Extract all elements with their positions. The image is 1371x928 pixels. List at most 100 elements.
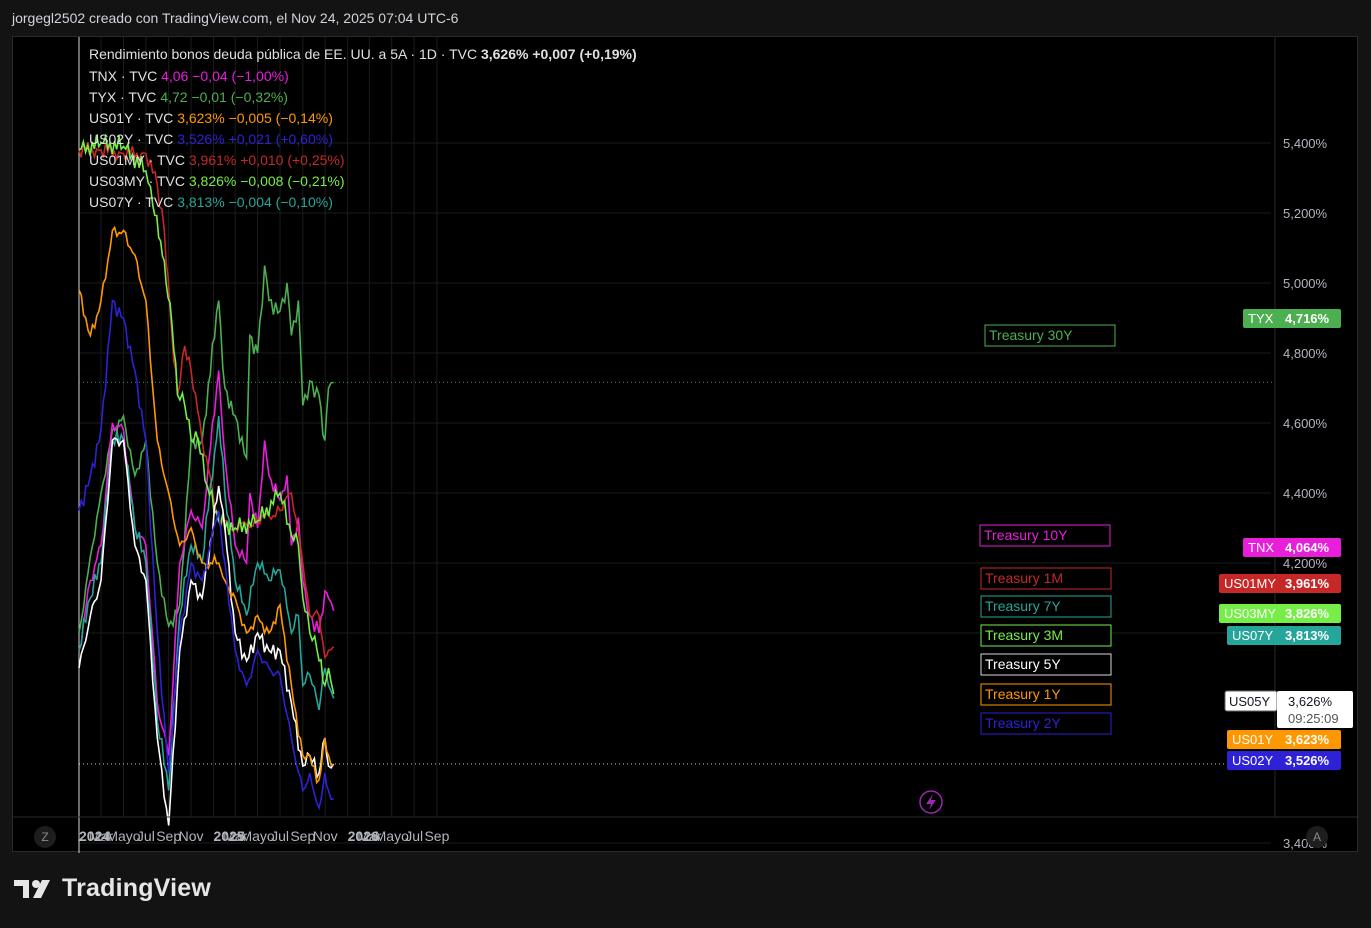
y-tick-label: 5,200% <box>1283 206 1328 221</box>
x-tick-label: Mayo <box>106 828 140 844</box>
legend-value: 3,813% <box>177 194 228 210</box>
svg-text:Rendimiento bonos deuda públic: Rendimiento bonos deuda pública de EE. U… <box>89 46 637 62</box>
legend-row: US02Y · TVC 3,526% +0,021 (+0,60%) <box>89 131 333 147</box>
y-tick-label: 5,000% <box>1283 276 1328 291</box>
x-tick-label: 2024 <box>79 828 110 844</box>
price-tag-symbol: US01Y <box>1232 732 1274 747</box>
series-name-box-us02y: Treasury 2Y <box>980 712 1112 735</box>
series-line-tyx <box>78 265 334 634</box>
lightning-icon[interactable] <box>919 790 943 814</box>
legend-row: US03MY · TVC 3,826% −0,008 (−0,21%) <box>89 173 345 189</box>
x-tick-label: Mayo <box>375 828 409 844</box>
legend-change: +0,021 (+0,60%) <box>229 131 333 147</box>
price-tag-time: 09:25:09 <box>1288 711 1339 726</box>
legend-main-value: 3,626% <box>481 46 532 62</box>
series-line-us07y <box>78 415 335 791</box>
legend-row: US07Y · TVC 3,813% −0,004 (−0,10%) <box>89 194 333 210</box>
price-tag-us05y: US05Y 3,626% 09:25:09 <box>1224 690 1353 728</box>
chart-panel[interactable]: Rendimiento bonos deuda pública de EE. U… <box>12 36 1359 853</box>
price-tag-symbol: US07Y <box>1232 628 1274 643</box>
price-tag-tnx: TNX 4,064% <box>1243 538 1341 557</box>
x-tick-label: Jul <box>271 828 289 844</box>
series-name: Treasury 1Y <box>985 686 1061 702</box>
x-tick-label: Mar <box>89 828 113 844</box>
brand-name: TradingView <box>62 874 212 902</box>
legend-change: −0,01 (−0,32%) <box>191 89 288 105</box>
y-tick-label: 4,800% <box>1283 346 1328 361</box>
legend-main: Rendimiento bonos deuda pública de EE. U… <box>89 46 637 62</box>
brand-logo: TradingView <box>14 874 211 903</box>
price-tag-value: 4,716% <box>1285 311 1330 326</box>
legend-value: 3,526% <box>177 131 228 147</box>
series-name-box-tnx: Treasury 10Y <box>979 524 1111 547</box>
price-tag-value: 3,623% <box>1285 732 1330 747</box>
legend-row: US01MY · TVC 3,961% +0,010 (+0,25%) <box>89 152 345 168</box>
x-tick-label: Mar <box>357 828 381 844</box>
price-tag-us07y: US07Y 3,813% <box>1227 626 1341 645</box>
legend-value: 3,826% <box>189 173 240 189</box>
price-tag-value: 3,526% <box>1285 753 1330 768</box>
legend-change: +0,010 (+0,25%) <box>240 152 344 168</box>
chart-svg[interactable]: Rendimiento bonos deuda pública de EE. U… <box>13 37 1359 853</box>
price-tag-symbol: US05Y <box>1229 694 1271 709</box>
price-tag-value: 3,961% <box>1285 576 1330 591</box>
series-name: Treasury 30Y <box>989 327 1073 343</box>
legend-row: TYX · TVC 4,72 −0,01 (−0,32%) <box>89 89 288 105</box>
series-name: Treasury 10Y <box>984 527 1068 543</box>
legend-main-title: Rendimiento bonos deuda pública de EE. U… <box>89 46 481 62</box>
y-tick-label: 4,200% <box>1283 556 1328 571</box>
price-tag-us03my: US03MY 3,826% <box>1219 604 1341 623</box>
price-tag-us01my: US01MY 3,961% <box>1219 574 1341 593</box>
legend-symbol: TNX · TVC <box>89 68 161 84</box>
legend-change: −0,04 (−1,00%) <box>192 68 289 84</box>
legend-main-change: +0,007 (+0,19%) <box>532 46 636 62</box>
x-tick-label: Jul <box>405 828 423 844</box>
x-tick-label: 2026 <box>348 828 379 844</box>
series-name-box-tyx: Treasury 30Y <box>984 324 1116 347</box>
series-name-box-us03my: Treasury 3M <box>980 624 1112 647</box>
series-line-us01y <box>78 225 334 785</box>
x-tick-label: Nov <box>313 828 338 844</box>
legend-symbol: US02Y · TVC <box>89 131 177 147</box>
legend-symbol: TYX · TVC <box>89 89 160 105</box>
auto-scale-button[interactable]: A <box>1306 826 1328 848</box>
legend-symbol: US01Y · TVC <box>89 110 177 126</box>
price-tag-symbol: TNX <box>1248 540 1274 555</box>
price-tag-symbol: US02Y <box>1232 753 1274 768</box>
series-name-box-us05y: Treasury 5Y <box>980 653 1112 676</box>
legend-change: −0,004 (−0,10%) <box>229 194 333 210</box>
legend-change: −0,008 (−0,21%) <box>240 173 344 189</box>
series-line-us03my <box>78 133 335 695</box>
legend-value: 4,06 <box>161 68 192 84</box>
legend-value: 3,623% <box>177 110 228 126</box>
legend-value: 3,961% <box>189 152 240 168</box>
y-tick-label: 5,400% <box>1283 136 1328 151</box>
series-line-us02y <box>78 299 334 811</box>
x-tick-label: Nov <box>179 828 204 844</box>
legend-row: TNX · TVC 4,06 −0,04 (−1,00%) <box>89 68 289 84</box>
tradingview-logo-icon <box>14 879 50 898</box>
y-axis: 5,400% 5,200% 5,000% 4,800% 4,600% 4,400% 4,20… <box>1219 37 1353 851</box>
x-tick-label: Sep <box>290 828 315 844</box>
series-name-box-us07y: Treasury 7Y <box>980 595 1112 618</box>
series-name-box-us01my: Treasury 1M <box>980 567 1112 590</box>
y-tick-label: 4,600% <box>1283 416 1328 431</box>
x-tick-label: Mayo <box>240 828 274 844</box>
series-name: Treasury 2Y <box>985 715 1061 731</box>
chart-legend: Rendimiento bonos deuda pública de EE. U… <box>89 46 637 210</box>
y-tick-label: 4,400% <box>1283 486 1328 501</box>
price-tag-symbol: US01MY <box>1224 576 1276 591</box>
x-tick-label: Sep <box>424 828 449 844</box>
zoom-button[interactable]: Z <box>34 826 56 848</box>
x-tick-label: Jul <box>137 828 155 844</box>
price-tag-symbol: TYX <box>1248 311 1274 326</box>
legend-symbol: US01MY · TVC <box>89 152 189 168</box>
price-tag-us02y: US02Y 3,526% <box>1227 751 1341 770</box>
price-tag-symbol: US03MY <box>1224 606 1276 621</box>
price-tag-value: 4,064% <box>1285 540 1330 555</box>
legend-value: 4,72 <box>160 89 191 105</box>
series-labels: Treasury 30Y Treasury 10Y Treasury 1M Treas… <box>919 324 1116 814</box>
x-tick-label: Sep <box>156 828 181 844</box>
chart-caption: jorgegl2502 creado con TradingView.com, … <box>12 10 459 26</box>
